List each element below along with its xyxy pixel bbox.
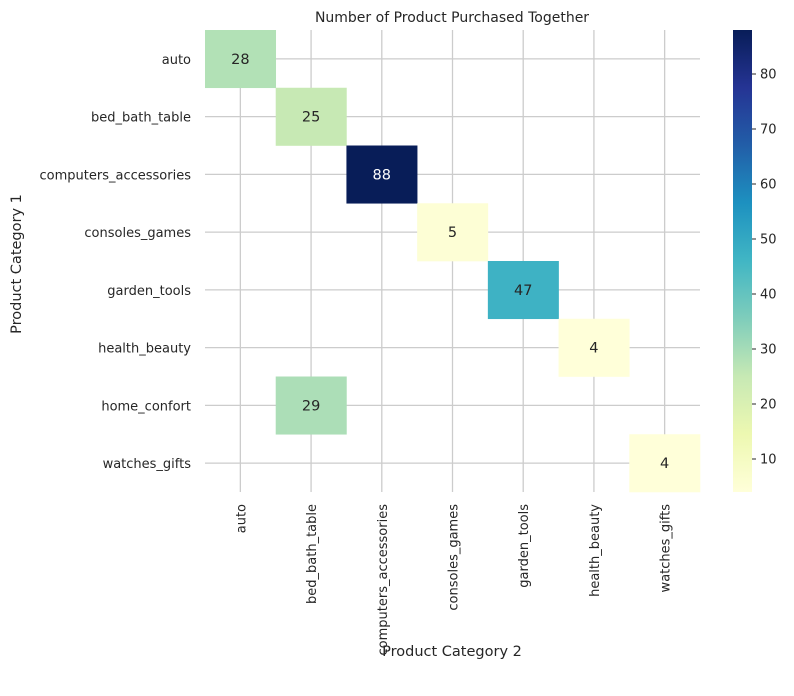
x-tick-labels: auto bed_bath_table computers_accessories c…	[234, 504, 673, 656]
cell-value-label: 47	[514, 283, 532, 299]
cell-value-label: 5	[448, 225, 457, 241]
y-tick-labels: auto bed_bath_table computers_accessoriesc…	[40, 53, 192, 472]
x-tick-label: health_beauty	[588, 504, 603, 597]
y-tick-label: watches_gifts	[103, 457, 192, 472]
x-tick-label: watches_gifts	[659, 504, 674, 593]
colorbar-tick-label: 50	[760, 233, 777, 248]
cell-value-labels: 28 25 88 5 47 4 29 4	[231, 52, 669, 472]
chart-title: Number of Product Purchased Together	[315, 10, 589, 26]
colorbar-tick-label: 60	[760, 178, 777, 193]
y-tick-label: computers_accessories	[40, 168, 192, 183]
heatmap-cell	[275, 87, 347, 146]
cell-value-label: 29	[302, 398, 320, 414]
heatmap-cell	[346, 145, 418, 204]
x-tick-label: bed_bath_table	[305, 504, 320, 604]
x-tick-label: auto	[234, 504, 249, 533]
colorbar-tick-label: 20	[760, 398, 777, 413]
x-axis-label: Product Category 2	[382, 644, 522, 660]
y-tick-label: auto	[162, 53, 191, 68]
y-axis-label: Product Category 1	[9, 194, 25, 334]
x-tick-label: garden_tools	[517, 504, 532, 588]
heatmap-cell	[487, 261, 559, 320]
x-tick-label: consoles_games	[447, 504, 462, 611]
colorbar-tick-label: 30	[760, 343, 777, 358]
heatmap-cell	[629, 434, 701, 493]
heatmap-cell	[417, 203, 489, 262]
heatmap-cell	[558, 318, 630, 377]
colorbar-tick-label: 80	[760, 68, 777, 83]
colorbar-tick-label: 70	[760, 123, 777, 138]
cell-value-label: 4	[660, 456, 669, 472]
colorbar-tick-label: 40	[760, 288, 777, 303]
y-tick-label: consoles_games	[84, 226, 191, 241]
y-tick-label: garden_tools	[107, 284, 191, 299]
heatmap-cell	[205, 30, 277, 89]
colorbar-ticks: 10 20 30 40 50 60 70 80	[752, 68, 777, 468]
colorbar	[733, 30, 752, 492]
cell-value-label: 88	[373, 167, 391, 183]
y-tick-label: bed_bath_table	[91, 111, 191, 126]
cell-value-label: 28	[231, 52, 249, 68]
x-tick-label: computers_accessories	[376, 504, 391, 656]
colorbar-tick-label: 10	[760, 453, 777, 468]
y-tick-label: home_confort	[101, 399, 191, 414]
heatmap-cell	[275, 376, 347, 435]
y-tick-label: health_beauty	[98, 342, 191, 357]
cell-value-label: 4	[589, 341, 598, 357]
heatmap-cells	[205, 30, 701, 493]
cell-value-label: 25	[302, 110, 320, 126]
